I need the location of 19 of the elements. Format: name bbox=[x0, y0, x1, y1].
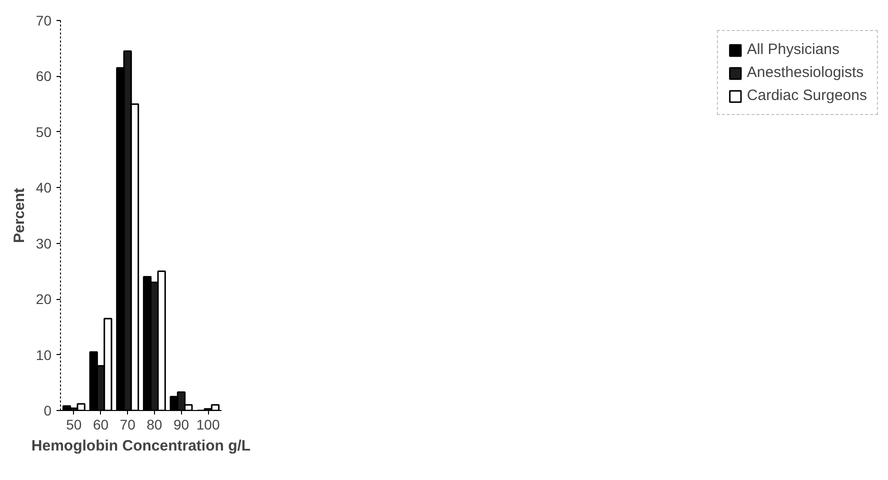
x-tick-label: 90 bbox=[173, 416, 190, 432]
y-tick-label: 10 bbox=[36, 346, 52, 363]
y-tick-label: 50 bbox=[36, 124, 52, 140]
y-tick-label: 60 bbox=[36, 68, 52, 84]
x-tick-label: 60 bbox=[92, 416, 109, 432]
y-tick-label: 30 bbox=[36, 235, 52, 252]
y-tick-label: 20 bbox=[36, 291, 52, 308]
x-tick-label: 70 bbox=[120, 416, 136, 432]
y-tick-label: 0 bbox=[44, 402, 52, 418]
y-tick-label: 40 bbox=[36, 180, 52, 196]
x-axis-title: Hemoglobin Concentration g/L bbox=[31, 438, 251, 454]
x-tick-label: 50 bbox=[66, 416, 82, 432]
y-tick-label: 70 bbox=[36, 12, 52, 28]
x-tick-label: 100 bbox=[196, 416, 220, 432]
legend-label: All Physicians bbox=[746, 41, 840, 58]
x-tick-label: 80 bbox=[146, 416, 162, 432]
y-axis-title: Percent bbox=[10, 188, 28, 244]
legend-label: Cardiac Surgeons bbox=[746, 87, 867, 104]
legend-label: Anesthesiologists bbox=[746, 64, 864, 81]
